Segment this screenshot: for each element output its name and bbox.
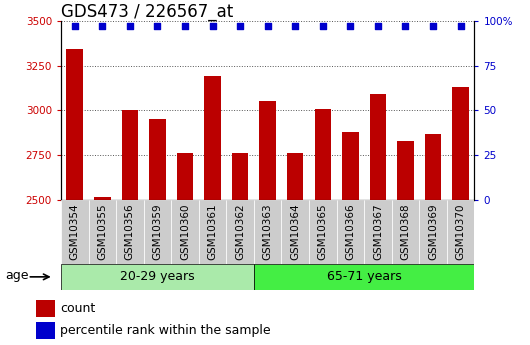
Bar [199,200,226,264]
Bar [61,264,254,290]
Text: age: age [5,269,29,282]
Point [236,23,244,29]
Bar [452,87,469,200]
Bar [254,264,474,290]
Bar [447,200,474,264]
Bar [204,76,221,200]
Bar [419,200,447,264]
Bar [36,322,55,339]
Point [208,23,217,29]
Bar [314,109,331,200]
Bar [116,200,144,264]
Bar [94,197,111,200]
Point [70,23,79,29]
Text: GSM10356: GSM10356 [125,203,135,260]
Bar [369,94,386,200]
Bar [171,200,199,264]
Bar [89,200,116,264]
Bar [36,300,55,317]
Bar [392,200,419,264]
Text: GSM10362: GSM10362 [235,203,245,260]
Text: GSM10364: GSM10364 [290,203,300,260]
Point [291,23,299,29]
Bar [281,200,309,264]
Point [456,23,465,29]
Text: GSM10359: GSM10359 [153,203,162,260]
Point [319,23,327,29]
Bar [397,141,414,200]
Text: GSM10370: GSM10370 [456,203,465,260]
Text: GSM10355: GSM10355 [98,203,107,260]
Bar [309,200,337,264]
Bar [342,132,359,200]
Text: GSM10354: GSM10354 [70,203,80,260]
Bar [144,200,171,264]
Text: GSM10366: GSM10366 [346,203,355,260]
Bar [61,200,89,264]
Point [346,23,355,29]
Text: 20-29 years: 20-29 years [120,270,195,283]
Bar [66,49,83,200]
Point [429,23,437,29]
Bar [121,110,138,200]
Text: GDS473 / 226567_at: GDS473 / 226567_at [61,3,233,21]
Bar [425,134,441,200]
Text: count: count [60,302,95,315]
Point [126,23,134,29]
Bar [364,200,392,264]
Point [181,23,189,29]
Text: GSM10368: GSM10368 [401,203,410,260]
Text: GSM10365: GSM10365 [318,203,328,260]
Point [401,23,410,29]
Bar [259,101,276,200]
Bar [176,154,193,200]
Text: GSM10363: GSM10363 [263,203,272,260]
Bar [337,200,364,264]
Text: GSM10369: GSM10369 [428,203,438,260]
Text: GSM10360: GSM10360 [180,203,190,260]
Text: GSM10361: GSM10361 [208,203,217,260]
Point [98,23,107,29]
Bar [254,200,281,264]
Text: 65-71 years: 65-71 years [326,270,402,283]
Bar [226,200,254,264]
Bar [149,119,166,200]
Point [263,23,272,29]
Point [153,23,162,29]
Text: GSM10367: GSM10367 [373,203,383,260]
Text: percentile rank within the sample: percentile rank within the sample [60,324,270,337]
Point [374,23,382,29]
Bar [232,154,249,200]
Bar [287,154,304,200]
